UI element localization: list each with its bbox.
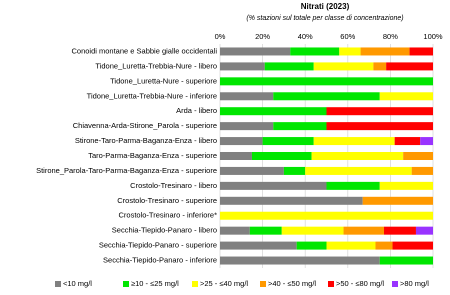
bar-segment [313,62,374,71]
x-tick-label: 0% [215,32,226,41]
bar-segment [313,137,395,146]
bar-segment [220,241,297,250]
bar-segment [420,137,433,146]
y-tick-label: Crostolo-Tresinaro - inferiore* [118,211,217,220]
y-tick-label: Secchia-Tiepido-Panaro - inferiore [103,256,217,265]
bar-segment [220,107,327,116]
bar-segment [386,62,433,71]
bar-segment [273,122,327,131]
y-tick-label: Crostolo-Tresinaro - superiore [117,196,217,205]
y-tick-label: Tidone_Luretta-Trebbia-Nure - inferiore [87,91,217,100]
y-tick-label: Chiavenna-Arda-Stirone_Parola - superior… [73,121,217,130]
bar-segment [220,211,433,220]
bar-segment [251,152,312,160]
bar-segment [375,241,393,250]
bar-segment [326,241,376,250]
bar-segment [220,181,327,190]
bar-segment [283,166,306,175]
bar-segment [360,47,410,56]
bar-segment [326,181,380,190]
bar-segment [220,122,274,131]
bar-segment [373,62,387,71]
bar-segment [384,226,416,235]
bar-segment [403,152,433,160]
bar-segment [326,122,433,131]
y-tick-label: Crostolo-Tresinaro - libero [130,181,217,190]
bar-segment [379,92,433,101]
legend-swatch [55,281,61,287]
bar-segment [394,137,421,146]
y-tick-label: Stirone_Parola-Taro-Parma-Baganza-Enza -… [36,166,217,175]
bar-segment [220,62,265,71]
bar-segment [305,166,412,175]
legend-swatch [328,281,334,287]
bar-segment [220,196,363,205]
bar-segment [379,256,433,265]
bar-segment [220,137,263,146]
y-tick-label: Tidone_Luretta-Nure - superiore [110,76,217,85]
legend-swatch [123,281,129,287]
bar-segment [273,92,380,101]
legend-label: >40 - ≤50 mg/l [268,279,316,288]
bar-segment [326,107,433,116]
bar-segment [379,181,433,190]
chart-title: Nitrati (2023) [301,2,350,11]
bar-segment [311,152,404,160]
legend-label: >50 - ≤80 mg/l [336,279,384,288]
bar-segment [362,196,433,205]
bar-segment [296,241,327,250]
legend-label: >25 - ≤40 mg/l [200,279,248,288]
y-tick-label: Stirone-Taro-Parma-Baganza-Enza - libero [75,136,217,145]
bar-segment [281,226,344,235]
y-tick-label: Tidone_Luretta-Trebbia-Nure - libero [95,61,217,70]
legend-label: <10 mg/l [63,279,92,288]
y-tick-label: Taro-Parma-Baganza-Enza - superiore [88,151,217,160]
bar-segment [339,47,361,56]
legend-swatch [192,281,198,287]
bar-segment [411,166,433,175]
bar-segment [343,226,385,235]
legend-label: >80 mg/l [400,279,429,288]
y-tick-label: Secchia-Tiepido-Panaro - superiore [99,241,217,250]
bar-segment [409,47,433,56]
bar-segment [220,256,380,265]
bar-segment [415,226,433,235]
legend-swatch [392,281,398,287]
bar-segment [262,137,314,146]
x-tick-label: 20% [255,32,270,41]
y-tick-label: Arda - libero [176,106,217,115]
bar-segment [220,166,284,175]
bar-segment [220,77,433,86]
x-tick-label: 40% [298,32,313,41]
bar-segment [392,241,433,250]
chart-subtitle: (% stazioni sul totale per classe di con… [246,15,403,22]
y-tick-label: Secchia-Tiepido-Panaro - libero [112,226,217,235]
bar-segment [249,226,282,235]
legend-swatch [260,281,266,287]
bar-segment [220,92,274,101]
legend-label: ≥10 - ≤25 mg/l [131,279,179,288]
bar-segment [220,226,250,235]
bar-segment [220,47,291,56]
x-tick-label: 60% [340,32,355,41]
bar-segment [264,62,314,71]
bar-segment [290,47,340,56]
y-tick-label: Conoidi montane e Sabbie gialle occident… [71,46,217,55]
bar-segment [220,152,252,160]
x-tick-label: 100% [423,32,443,41]
x-tick-label: 80% [383,32,398,41]
